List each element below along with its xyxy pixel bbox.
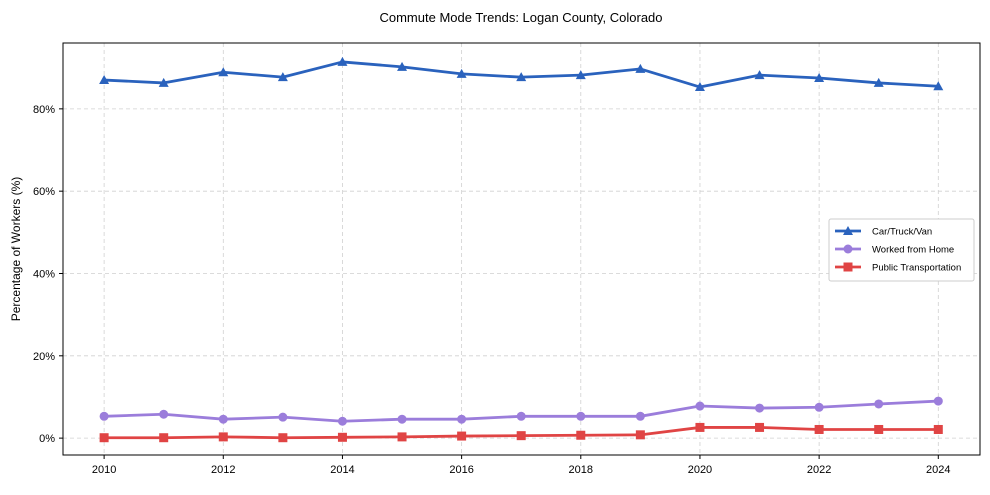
data-point xyxy=(278,433,288,443)
data-point xyxy=(397,61,408,71)
data-point xyxy=(337,432,347,442)
data-point xyxy=(457,431,467,441)
legend-marker xyxy=(843,244,853,254)
data-point xyxy=(695,422,705,432)
data-point xyxy=(159,409,169,419)
data-point xyxy=(337,416,347,426)
legend: Car/Truck/Van Worked from Home Public Tran… xyxy=(828,218,975,282)
x-tick-label: 2022 xyxy=(807,464,831,476)
legend-marker xyxy=(843,226,853,235)
data-point xyxy=(694,82,705,92)
data-point xyxy=(516,72,527,82)
data-point xyxy=(158,77,169,87)
data-point xyxy=(397,432,407,442)
data-point xyxy=(635,411,645,421)
x-tick-label: 2016 xyxy=(449,464,473,476)
data-point xyxy=(99,75,110,85)
legend-box xyxy=(828,218,975,282)
x-tick-label: 2014 xyxy=(330,464,354,476)
series-worked-from-home xyxy=(99,396,943,426)
plot-frame xyxy=(62,42,981,456)
y-tick-label: 40% xyxy=(33,268,55,280)
y-axis-label: Percentage of Workers (%) xyxy=(9,177,23,322)
data-point xyxy=(278,412,288,422)
data-point xyxy=(456,68,467,78)
data-point xyxy=(874,424,884,434)
data-point xyxy=(516,411,526,421)
data-point xyxy=(516,431,526,441)
chart-title: Commute Mode Trends: Logan County, Color… xyxy=(379,10,662,25)
x-tick-label: 2012 xyxy=(211,464,235,476)
data-point xyxy=(277,72,288,82)
data-point xyxy=(218,67,229,77)
data-point xyxy=(814,402,824,412)
x-tick-label: 2020 xyxy=(688,464,712,476)
data-point xyxy=(337,56,348,66)
series-car-truck-van xyxy=(99,56,944,92)
data-point xyxy=(754,70,765,80)
series-group xyxy=(99,56,944,443)
data-point xyxy=(933,424,943,434)
series-public-transportation xyxy=(99,422,943,443)
data-point xyxy=(635,430,645,440)
legend-label: Car/Truck/Van xyxy=(872,227,932,238)
legend-marker xyxy=(843,262,853,272)
data-point xyxy=(755,422,765,432)
data-point xyxy=(695,401,705,411)
data-point xyxy=(99,433,109,443)
data-point xyxy=(218,414,228,424)
data-point xyxy=(397,414,407,424)
y-tick-label: 0% xyxy=(39,433,55,445)
data-point xyxy=(814,72,825,82)
data-point xyxy=(575,70,586,80)
data-point xyxy=(576,430,586,440)
y-tick-label: 20% xyxy=(33,351,55,363)
data-point xyxy=(933,396,943,406)
data-point xyxy=(755,403,765,413)
data-point xyxy=(635,63,646,73)
y-tick-label: 80% xyxy=(33,104,55,116)
y-tick-label: 60% xyxy=(33,186,55,198)
data-point xyxy=(576,411,586,421)
x-tick-label: 2024 xyxy=(926,464,950,476)
data-point xyxy=(874,399,884,409)
legend-label: Worked from Home xyxy=(872,245,954,256)
data-point xyxy=(814,424,824,434)
ticks: 2010 2012 2014 2016 2018 2020 2022 2024 0% 20% 40%… xyxy=(33,104,951,476)
data-point xyxy=(159,433,169,443)
legend-label: Public Transportation xyxy=(872,263,961,274)
x-tick-label: 2018 xyxy=(569,464,593,476)
data-point xyxy=(99,411,109,421)
data-point xyxy=(933,81,944,91)
data-point xyxy=(218,432,228,442)
data-point xyxy=(457,414,467,424)
x-tick-label: 2010 xyxy=(92,464,116,476)
data-point xyxy=(873,77,884,87)
